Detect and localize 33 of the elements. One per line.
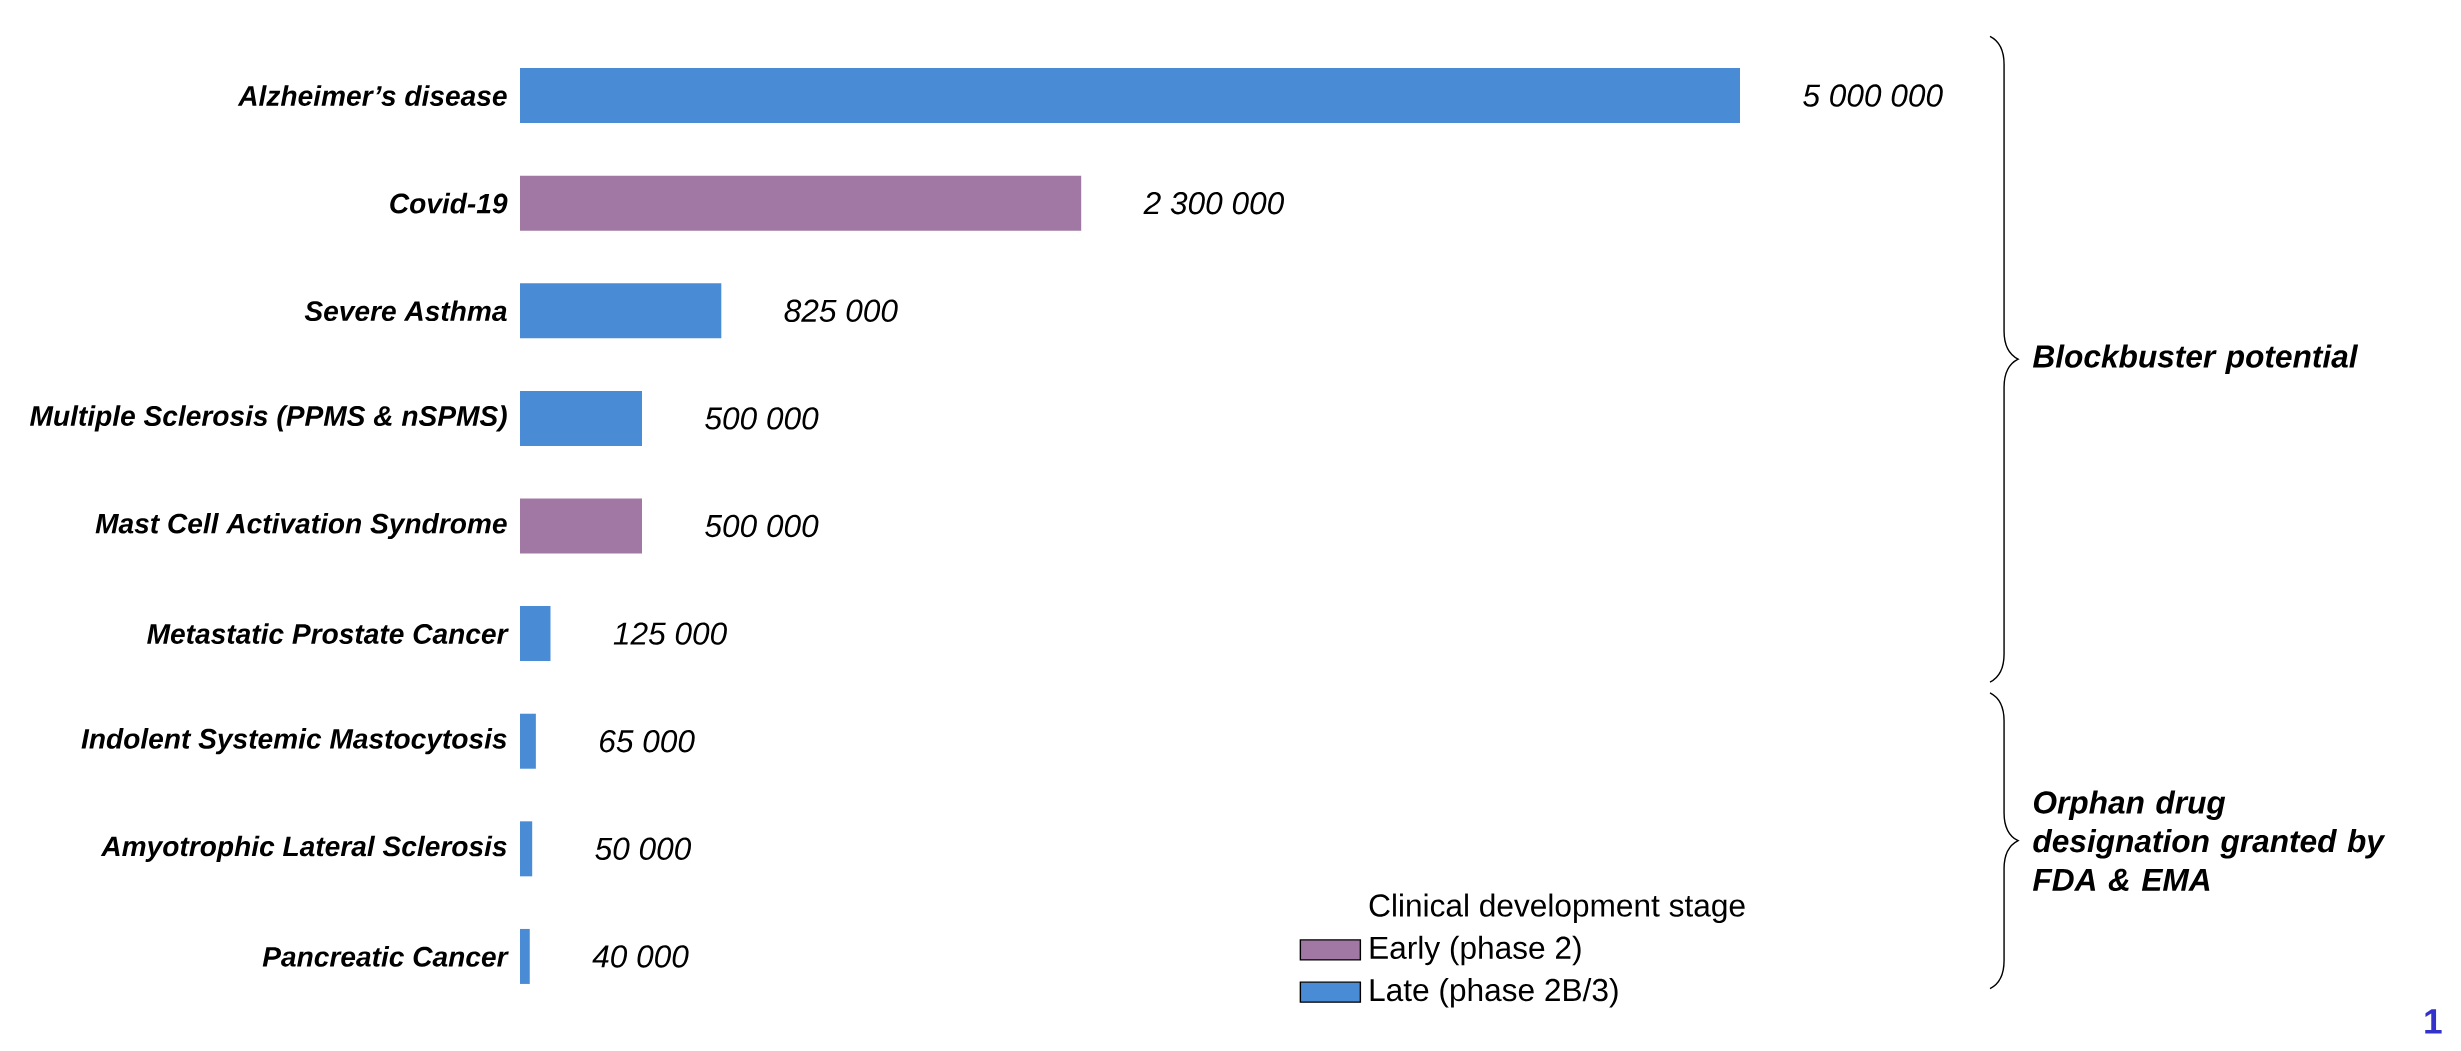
data-label: 65 000 [600, 730, 695, 753]
data-label: 500 000 [705, 514, 819, 538]
y-tick-label: Mast Cell Activation Syndrome [95, 512, 507, 540]
y-tick-label: Alzheimer’s disease [237, 85, 507, 106]
bar [520, 606, 551, 662]
data-label: 2 300 000 [1143, 191, 1284, 215]
y-tick-label: Multiple Sclerosis (PPMS & nSPMS) [30, 405, 507, 432]
y-tick-label: Indolent Systemic Mastocytosis [81, 728, 507, 755]
y-tick-label: Metastatic Prostate Cancer [147, 623, 509, 644]
legend-title: Clinical development stage [1369, 893, 1745, 924]
text: 1 [2425, 1009, 2442, 1034]
bar [520, 821, 533, 877]
legend-label: Early (phase 2) [1370, 935, 1581, 966]
data-label: 50 000 [595, 837, 692, 861]
bar [520, 713, 536, 769]
y-tick-label: Amyotrophic Lateral Sclerosis [100, 835, 507, 862]
data-label: 500 000 [705, 407, 819, 430]
text: Orphan drug designation granted by FDA & EMA [2032, 790, 2386, 892]
data-label: 40 000 [592, 945, 689, 968]
bar [520, 68, 1740, 124]
data-label: 825 000 [784, 299, 898, 323]
bar [520, 283, 722, 339]
bar [520, 390, 642, 446]
bar [520, 498, 642, 554]
legend-label: Late (phase 2B/3) [1370, 978, 1618, 1008]
text: Blockbuster potential [2032, 344, 2359, 374]
data-label: 5 000 000 [1803, 84, 1943, 107]
y-tick-label: Covid-19 [390, 192, 508, 214]
y-tick-label: Severe Asthma [304, 300, 507, 322]
y-tick-label: Pancreatic Cancer [262, 946, 509, 967]
bar [520, 928, 530, 984]
data-label: 125 000 [613, 622, 727, 645]
bar [520, 175, 1082, 231]
